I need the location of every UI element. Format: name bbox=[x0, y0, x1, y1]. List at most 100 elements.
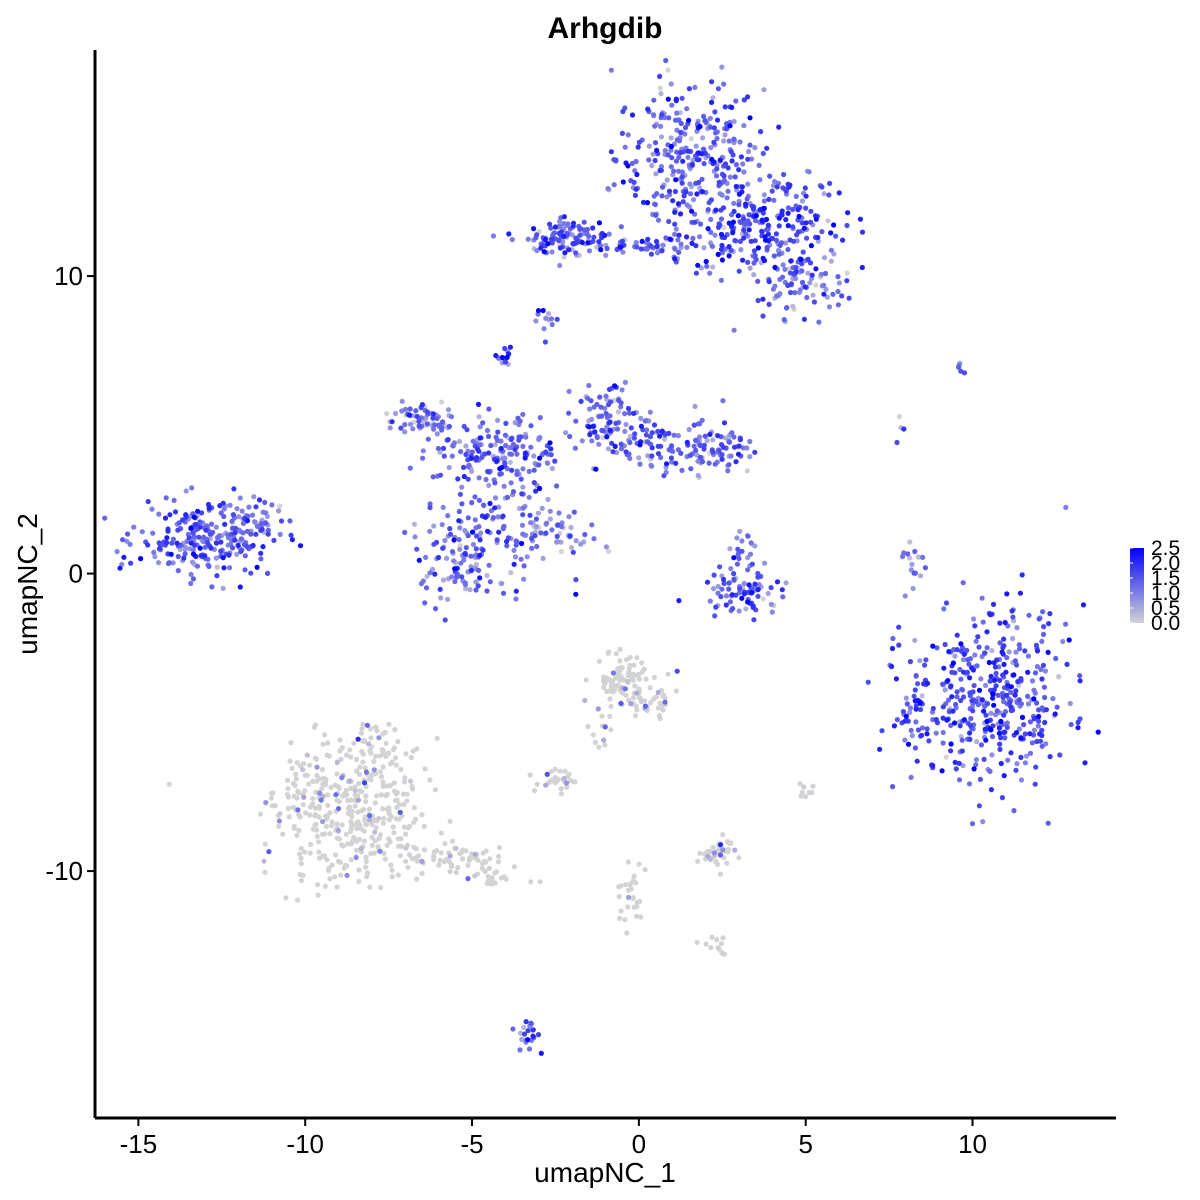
y-tick-label: -10 bbox=[45, 856, 83, 886]
data-point bbox=[1022, 731, 1028, 737]
data-point bbox=[492, 505, 498, 511]
data-point bbox=[640, 199, 647, 205]
data-point bbox=[701, 113, 707, 119]
data-point bbox=[556, 510, 562, 516]
legend-label: 1.5 bbox=[1151, 567, 1180, 590]
data-point bbox=[748, 238, 754, 244]
data-point bbox=[705, 207, 711, 213]
data-point bbox=[668, 443, 675, 449]
data-point bbox=[384, 783, 390, 789]
data-point bbox=[544, 771, 550, 777]
data-point bbox=[358, 826, 364, 832]
data-point bbox=[632, 431, 638, 437]
data-point bbox=[712, 461, 718, 467]
data-point bbox=[952, 653, 958, 659]
data-point bbox=[193, 521, 199, 528]
data-point bbox=[320, 741, 326, 747]
data-point bbox=[456, 438, 463, 445]
data-point bbox=[346, 804, 353, 810]
data-point bbox=[1010, 635, 1016, 642]
data-point bbox=[367, 884, 373, 890]
data-point bbox=[687, 452, 693, 458]
data-point bbox=[380, 748, 386, 754]
data-point bbox=[632, 683, 638, 689]
data-point bbox=[720, 398, 726, 404]
data-point bbox=[651, 97, 657, 103]
data-point bbox=[933, 730, 939, 736]
data-point bbox=[956, 364, 962, 370]
data-point bbox=[543, 520, 550, 526]
data-point bbox=[637, 442, 643, 448]
data-point bbox=[652, 123, 658, 129]
data-point bbox=[902, 737, 908, 743]
data-point bbox=[774, 184, 780, 190]
data-point bbox=[647, 434, 654, 440]
data-point bbox=[613, 420, 619, 426]
data-point bbox=[539, 505, 545, 511]
data-point bbox=[540, 555, 546, 562]
data-point bbox=[443, 856, 449, 862]
data-point bbox=[697, 850, 703, 856]
data-point bbox=[526, 468, 532, 474]
data-point bbox=[828, 247, 835, 253]
data-point bbox=[777, 242, 783, 248]
data-point bbox=[459, 574, 465, 580]
data-point bbox=[759, 217, 765, 223]
data-point bbox=[463, 443, 469, 449]
data-point bbox=[715, 590, 721, 596]
data-point bbox=[337, 737, 343, 743]
data-point bbox=[923, 657, 929, 663]
data-point bbox=[297, 543, 304, 549]
data-point bbox=[530, 1027, 536, 1033]
data-point bbox=[1041, 684, 1047, 690]
data-point bbox=[930, 643, 936, 649]
data-point bbox=[214, 573, 220, 579]
data-point bbox=[545, 460, 551, 466]
data-point bbox=[258, 521, 264, 527]
data-point bbox=[921, 681, 927, 687]
data-point bbox=[642, 246, 648, 252]
data-point bbox=[662, 148, 668, 154]
data-point bbox=[993, 670, 999, 676]
data-point bbox=[377, 848, 383, 854]
data-point bbox=[543, 530, 549, 536]
data-point bbox=[581, 219, 587, 225]
data-point bbox=[699, 189, 706, 195]
data-point bbox=[617, 244, 623, 250]
data-point bbox=[731, 444, 738, 450]
data-point bbox=[548, 769, 554, 775]
data-point bbox=[549, 527, 555, 533]
data-point bbox=[495, 417, 501, 423]
data-point bbox=[1015, 679, 1021, 685]
data-point bbox=[296, 812, 302, 818]
data-point bbox=[548, 452, 554, 458]
data-point bbox=[298, 878, 304, 884]
data-point bbox=[637, 461, 643, 467]
data-point bbox=[262, 841, 268, 847]
data-point bbox=[465, 464, 471, 470]
data-point bbox=[480, 502, 487, 508]
data-point bbox=[733, 183, 739, 190]
data-point bbox=[739, 548, 745, 554]
data-point bbox=[917, 573, 924, 579]
data-point bbox=[672, 246, 678, 252]
data-point bbox=[531, 788, 538, 794]
data-point bbox=[631, 435, 638, 441]
data-point bbox=[339, 842, 345, 848]
data-point bbox=[835, 302, 842, 308]
data-point bbox=[583, 677, 589, 683]
data-point bbox=[1035, 723, 1041, 729]
data-point bbox=[525, 1037, 531, 1043]
data-point bbox=[302, 788, 308, 794]
data-point bbox=[588, 398, 594, 404]
data-point bbox=[997, 746, 1003, 753]
data-point bbox=[840, 237, 846, 243]
data-point bbox=[445, 596, 451, 603]
data-point bbox=[992, 677, 998, 683]
data-point bbox=[735, 546, 741, 552]
data-point bbox=[391, 830, 397, 836]
data-point bbox=[440, 504, 446, 510]
data-point bbox=[462, 527, 468, 534]
data-point bbox=[348, 785, 354, 792]
data-point bbox=[628, 425, 634, 431]
